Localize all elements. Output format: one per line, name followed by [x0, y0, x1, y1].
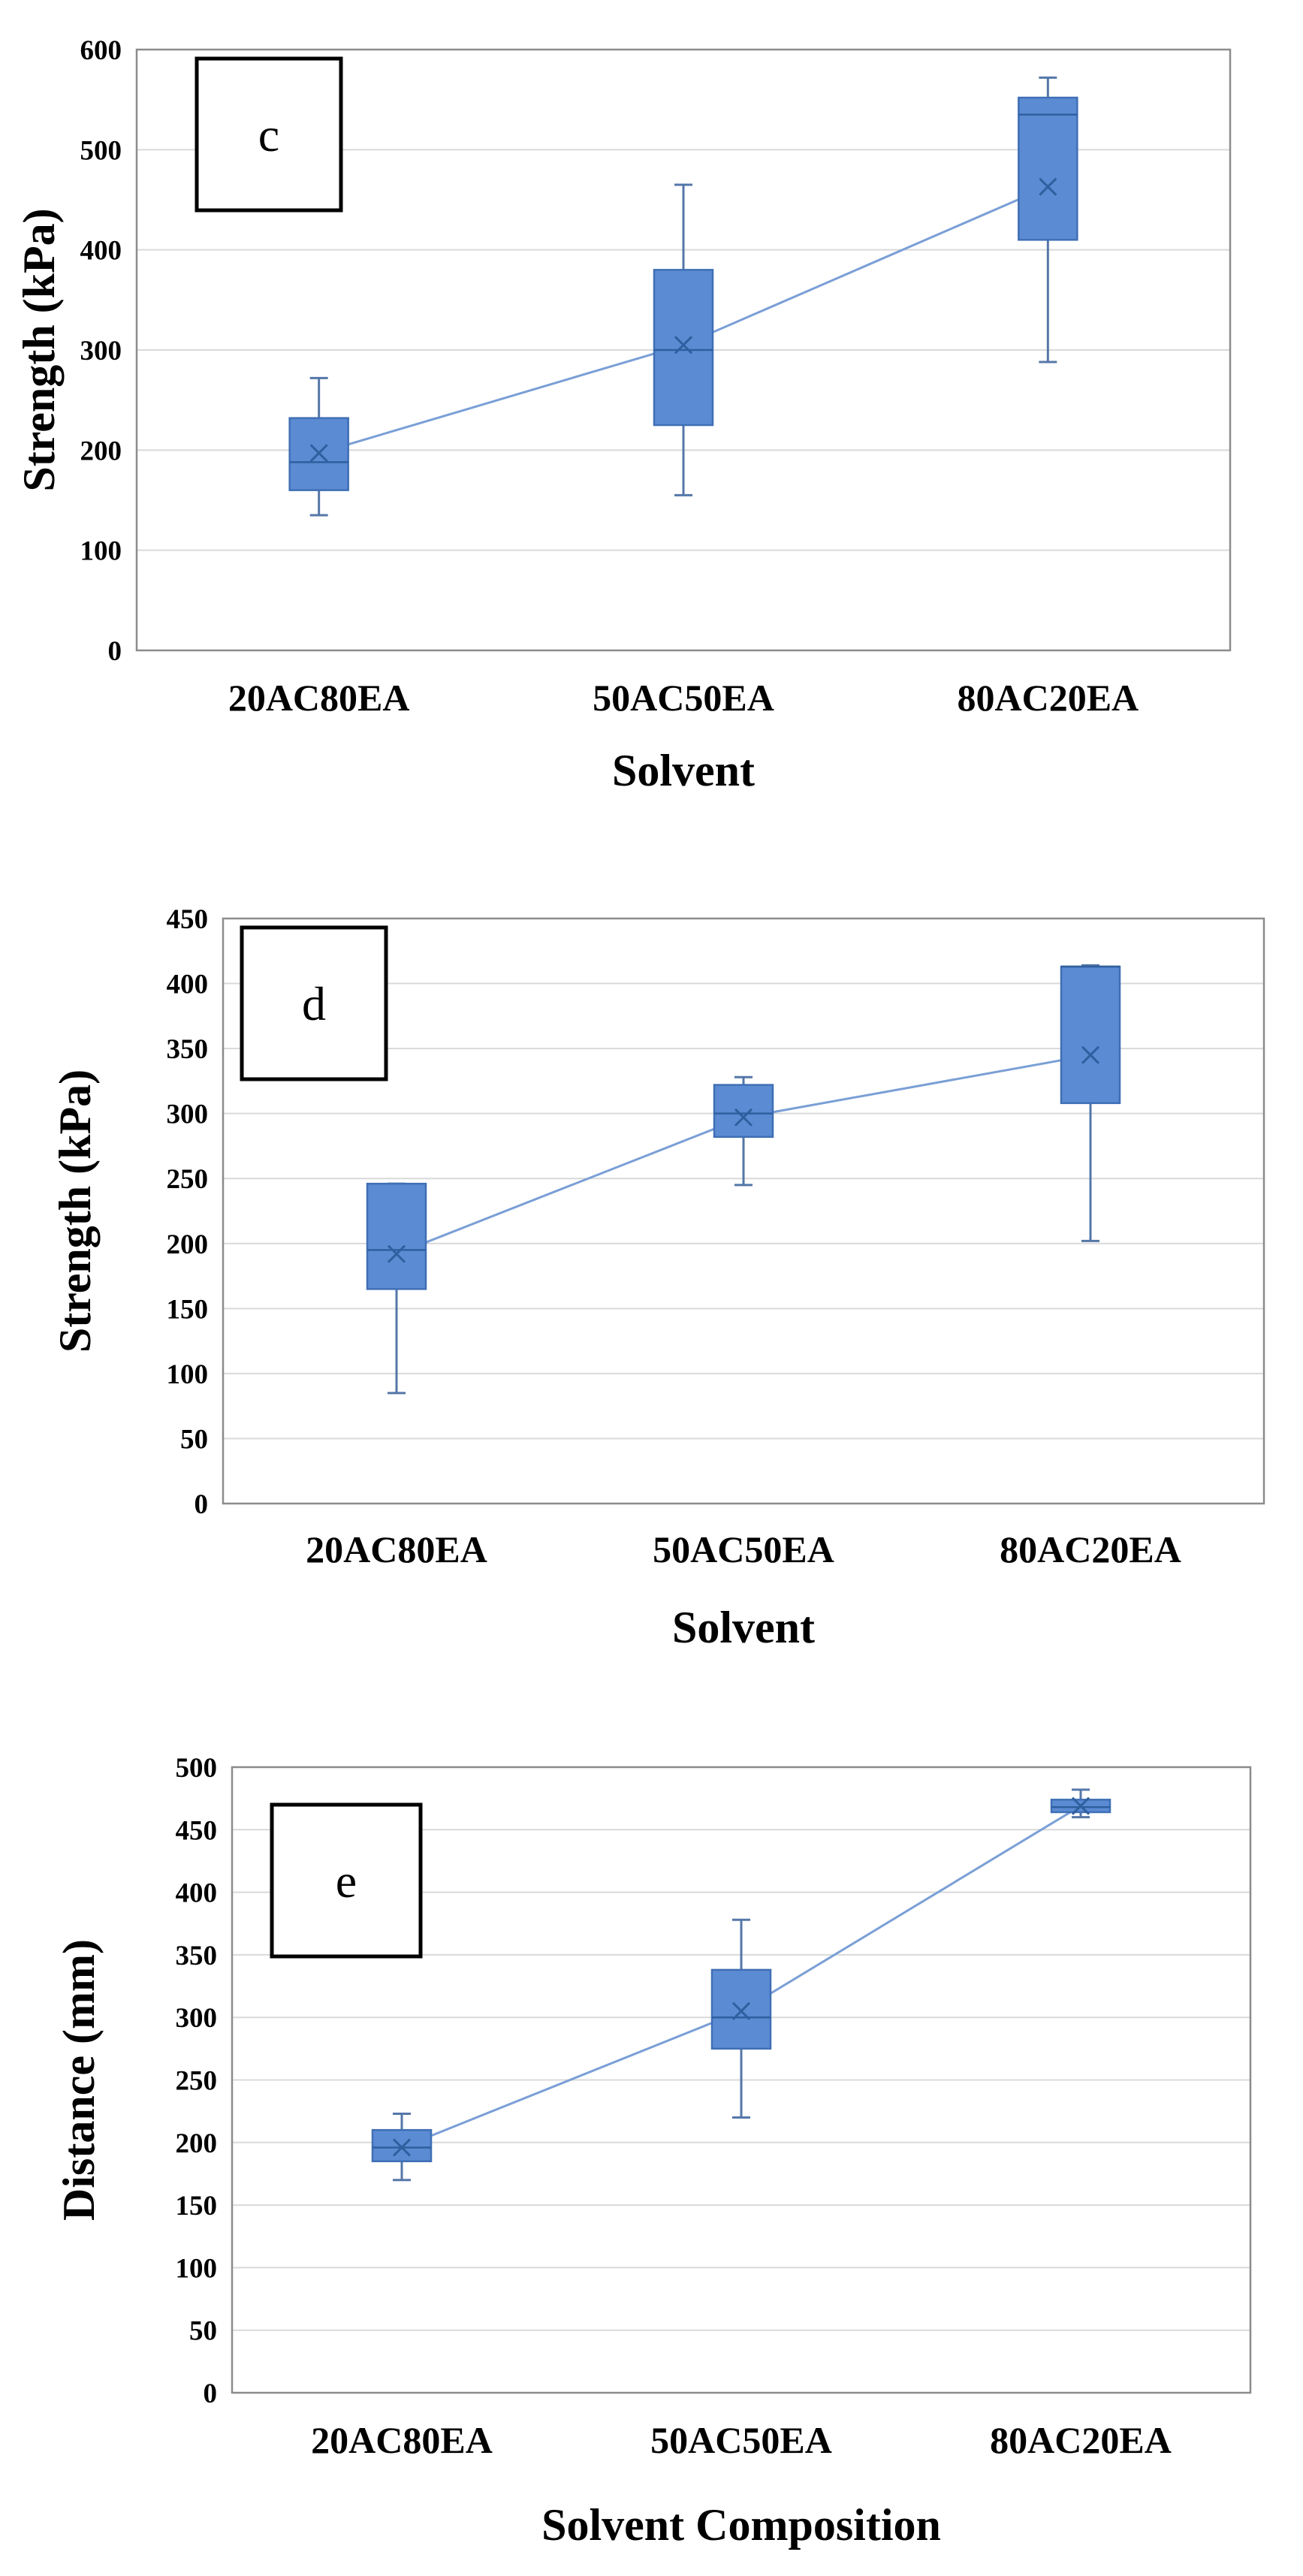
- plot-frame: [222, 917, 1265, 1505]
- plot-frame: [231, 1766, 1252, 2394]
- mean-marker: [387, 1244, 406, 1263]
- mean-marker: [734, 1108, 753, 1127]
- y-tick-label: 0: [195, 1489, 209, 1520]
- y-tick-label: 50: [180, 1424, 208, 1455]
- box-20AC80EA: [371, 2112, 433, 2182]
- y-tick-label: 400: [80, 236, 122, 267]
- y-tick-label: 150: [167, 1294, 209, 1325]
- x-axis-title: Solvent: [672, 1603, 815, 1652]
- y-tick-label: 300: [176, 2003, 218, 2034]
- box-50AC50EA: [710, 1918, 772, 2119]
- y-tick-label: 200: [167, 1229, 209, 1260]
- panel-label-box: [195, 56, 343, 213]
- mean-marker: [392, 2138, 412, 2157]
- panel-label: d: [302, 977, 326, 1030]
- y-tick-label: 150: [176, 2191, 218, 2222]
- x-category-label: 50AC50EA: [593, 677, 774, 719]
- y-tick-label: 250: [176, 2066, 218, 2097]
- y-tick-label: 200: [176, 2128, 218, 2159]
- y-tick-label: 250: [167, 1164, 209, 1195]
- x-axis-title: Solvent: [612, 746, 755, 795]
- panel-label: e: [336, 1854, 357, 1908]
- x-category-label: 80AC20EA: [1000, 1528, 1181, 1570]
- y-tick-label: 600: [80, 35, 122, 66]
- x-category-label: 50AC50EA: [653, 1528, 834, 1570]
- y-tick-label: 450: [176, 1815, 218, 1846]
- y-tick-label: 500: [80, 135, 122, 166]
- box-80AC20EA: [1050, 1788, 1111, 1819]
- x-category-label: 80AC20EA: [957, 677, 1139, 719]
- box-20AC80EA: [288, 376, 349, 517]
- y-tick-label: 200: [80, 436, 122, 466]
- y-tick-label: 500: [176, 1753, 218, 1784]
- mean-marker: [731, 2001, 751, 2020]
- panel-label-box: [270, 1802, 423, 1959]
- box-iqr: [371, 2128, 433, 2163]
- chart-panel-c: 0 100 200 300 400 500 600 20AC80EA 50AC50EA 80AC2…: [14, 35, 1232, 795]
- mean-marker: [1071, 1796, 1090, 1815]
- chart-panel-d: 0 50 100 150 200 250 300 350 400 450 20AC80EA 50AC5…: [50, 904, 1265, 1652]
- x-category-label: 20AC80EA: [306, 1528, 487, 1570]
- box-80AC20EA: [1018, 76, 1078, 363]
- panel-label: c: [258, 108, 279, 161]
- y-tick-label: 450: [167, 904, 209, 935]
- y-tick-label: 100: [80, 536, 122, 567]
- x-axis-title: Solvent Composition: [541, 2500, 941, 2550]
- box-iqr: [710, 1968, 772, 2050]
- x-category-label: 20AC80EA: [228, 677, 410, 719]
- box-80AC20EA: [1060, 964, 1121, 1242]
- x-category-label: 20AC80EA: [311, 2419, 493, 2461]
- y-tick-label: 300: [167, 1099, 209, 1130]
- mean-marker: [309, 444, 328, 463]
- box-50AC50EA: [653, 183, 714, 496]
- mean-marker: [674, 336, 693, 354]
- y-tick-label: 100: [176, 2253, 218, 2284]
- y-tick-label: 400: [167, 970, 209, 1000]
- box-iqr: [713, 1084, 774, 1139]
- y-axis-title: Strength (kPa): [14, 208, 64, 491]
- y-axis-title: Distance (mm): [54, 1939, 104, 2221]
- plot-frame: [135, 48, 1232, 652]
- box-iqr: [366, 1182, 427, 1290]
- y-tick-label: 300: [80, 336, 122, 366]
- x-category-label: 50AC50EA: [650, 2419, 832, 2461]
- y-tick-label: 400: [176, 1878, 218, 1909]
- box-20AC80EA: [366, 1182, 427, 1395]
- box-iqr: [653, 269, 714, 427]
- y-tick-label: 0: [204, 2378, 218, 2409]
- y-tick-label: 350: [167, 1034, 209, 1065]
- y-tick-label: 50: [189, 2316, 217, 2347]
- y-tick-label: 350: [176, 1941, 218, 1971]
- mean-marker: [1081, 1045, 1100, 1064]
- mean-marker: [1039, 177, 1057, 196]
- y-axis-title: Strength (kPa): [50, 1069, 100, 1353]
- panel-label-box: [240, 925, 388, 1081]
- x-category-label: 80AC20EA: [990, 2419, 1172, 2461]
- y-tick-label: 100: [167, 1359, 209, 1390]
- chart-panel-e: 0 50 100 150 200 250 300 350 400 450 500 20AC80EA 50…: [54, 1753, 1252, 2550]
- y-tick-label: 0: [108, 636, 122, 667]
- box-50AC50EA: [713, 1075, 774, 1187]
- box-iqr: [1060, 965, 1121, 1105]
- box-iqr: [1018, 96, 1078, 241]
